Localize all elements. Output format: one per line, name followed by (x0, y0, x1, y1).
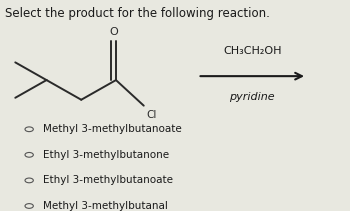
Text: Ethyl 3-methylbutanoate: Ethyl 3-methylbutanoate (43, 175, 173, 185)
Text: pyridine: pyridine (230, 92, 275, 102)
Text: Methyl 3-methylbutanal: Methyl 3-methylbutanal (43, 201, 168, 211)
Text: Select the product for the following reaction.: Select the product for the following rea… (5, 7, 270, 20)
Text: Methyl 3-methylbutanoate: Methyl 3-methylbutanoate (43, 124, 182, 134)
Text: O: O (110, 27, 119, 37)
Text: Cl: Cl (147, 110, 157, 120)
Text: Ethyl 3-methylbutanone: Ethyl 3-methylbutanone (43, 150, 169, 160)
Text: CH₃CH₂OH: CH₃CH₂OH (223, 46, 281, 57)
